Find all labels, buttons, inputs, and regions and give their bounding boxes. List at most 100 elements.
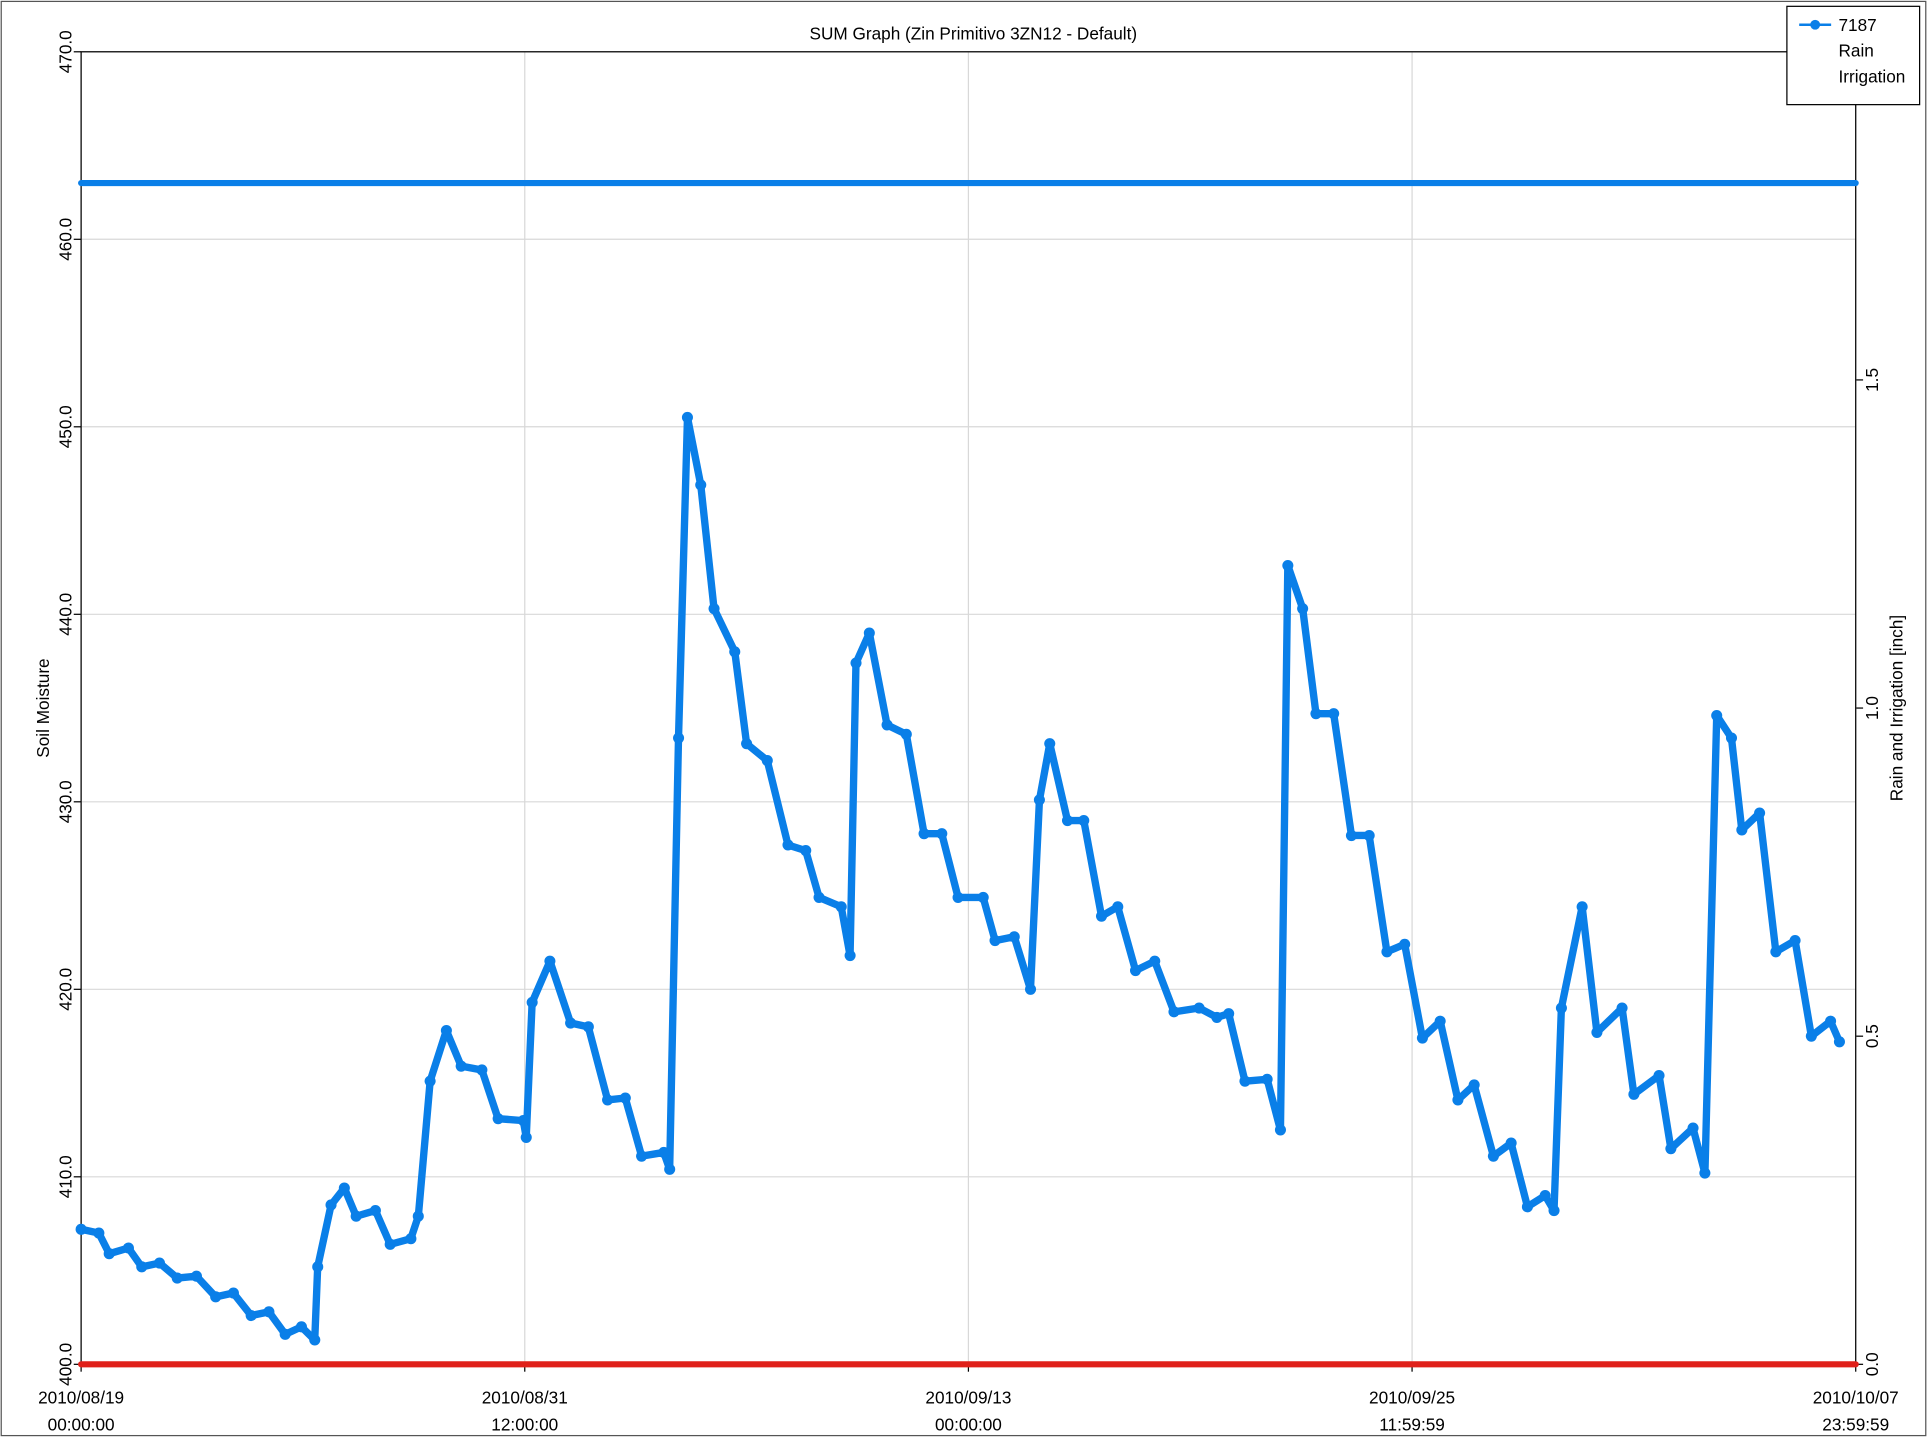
data-point <box>1381 946 1393 958</box>
data-point <box>1345 830 1357 842</box>
data-point <box>952 891 964 903</box>
data-point <box>190 1270 202 1282</box>
data-point <box>103 1248 115 1260</box>
data-point <box>544 955 556 967</box>
data-point <box>850 657 862 669</box>
data-point <box>1591 1026 1603 1038</box>
data-point <box>325 1199 337 1211</box>
x-tick-label: 2010/10/07 <box>1813 1388 1899 1408</box>
data-point <box>565 1017 577 1029</box>
data-point <box>1711 710 1723 722</box>
legend-marker <box>1810 19 1821 30</box>
data-point <box>1628 1088 1640 1100</box>
data-point <box>1112 901 1124 913</box>
data-point <box>476 1064 488 1076</box>
data-point <box>1548 1205 1560 1217</box>
y-tick-label: 450.0 <box>55 405 75 448</box>
data-point <box>492 1113 504 1125</box>
y-tick-label: 470.0 <box>55 30 75 73</box>
data-point <box>412 1210 424 1222</box>
data-point <box>440 1025 452 1037</box>
legend-label: Irrigation <box>1839 67 1906 87</box>
data-point <box>729 646 741 658</box>
y-axis-label: Soil Moisture <box>33 658 53 757</box>
data-point <box>1239 1075 1251 1087</box>
data-point <box>1024 983 1037 995</box>
data-point <box>1193 1002 1205 1014</box>
data-point <box>1328 708 1340 720</box>
data-point <box>673 732 685 744</box>
data-point <box>1825 1015 1837 1027</box>
legend-label: 7187 <box>1839 15 1877 35</box>
y2-axis-label: Rain and Irrigation [inch] <box>1886 615 1906 801</box>
data-point <box>263 1306 275 1318</box>
data-point <box>1487 1150 1499 1162</box>
data-point <box>835 901 847 913</box>
x-tick-label: 23:59:59 <box>1822 1415 1889 1435</box>
data-point <box>863 627 875 639</box>
x-tick-label: 2010/08/31 <box>482 1388 568 1408</box>
data-point <box>1616 1002 1628 1014</box>
data-point <box>1539 1190 1551 1202</box>
y-tick-label: 400.0 <box>55 1343 75 1386</box>
data-point <box>582 1021 594 1033</box>
data-point <box>455 1060 467 1072</box>
data-point <box>619 1092 631 1104</box>
data-point <box>171 1272 183 1284</box>
data-point <box>800 845 812 857</box>
data-point <box>900 728 912 740</box>
y2-tick-label: 0.0 <box>1862 1352 1882 1376</box>
data-point <box>813 891 825 903</box>
data-point <box>1736 824 1748 836</box>
data-point <box>1399 938 1411 950</box>
data-point <box>1789 935 1801 947</box>
data-point <box>227 1287 239 1299</box>
data-point <box>681 411 693 423</box>
data-point <box>1149 955 1161 967</box>
x-tick-label: 11:59:59 <box>1379 1415 1445 1435</box>
data-point <box>1274 1124 1286 1136</box>
data-point <box>1008 931 1020 943</box>
data-point <box>1168 1006 1180 1018</box>
data-point <box>1434 1015 1446 1027</box>
x-tick-label: 2010/08/19 <box>38 1388 124 1408</box>
data-point <box>695 479 707 491</box>
data-point <box>93 1227 105 1239</box>
series-line <box>77 413 1844 1344</box>
data-point <box>526 996 538 1008</box>
data-point <box>658 1146 670 1158</box>
data-point <box>1665 1143 1677 1155</box>
data-point <box>918 828 930 840</box>
data-point <box>664 1163 676 1175</box>
data-point <box>1555 1002 1567 1014</box>
data-point <box>1805 1030 1817 1042</box>
data-point <box>1754 807 1766 819</box>
y-tick-label: 460.0 <box>55 218 75 261</box>
data-point <box>279 1328 291 1340</box>
x-tick-label: 00:00:00 <box>48 1415 115 1435</box>
data-point <box>844 950 856 962</box>
data-point <box>1061 815 1074 827</box>
data-point <box>309 1334 321 1346</box>
data-point <box>881 719 893 731</box>
y2-tick-label: 0.5 <box>1862 1024 1882 1048</box>
data-point <box>989 935 1001 947</box>
data-point <box>636 1150 648 1162</box>
data-point <box>1282 560 1294 572</box>
data-point <box>977 891 989 903</box>
x-tick-label: 2010/09/25 <box>1369 1388 1455 1408</box>
x-tick-label: 00:00:00 <box>935 1415 1002 1435</box>
data-point <box>122 1242 134 1254</box>
y-tick-label: 420.0 <box>55 968 75 1011</box>
y2-tick-label: 1.5 <box>1862 368 1882 392</box>
y-tick-label: 440.0 <box>55 593 75 636</box>
legend-label: Rain <box>1839 41 1874 61</box>
data-point <box>405 1233 417 1245</box>
data-point <box>295 1321 307 1333</box>
data-point <box>75 1223 87 1235</box>
data-point <box>1468 1079 1480 1091</box>
y-tick-label: 410.0 <box>55 1155 75 1198</box>
data-point <box>350 1210 362 1222</box>
data-point <box>1223 1008 1235 1020</box>
